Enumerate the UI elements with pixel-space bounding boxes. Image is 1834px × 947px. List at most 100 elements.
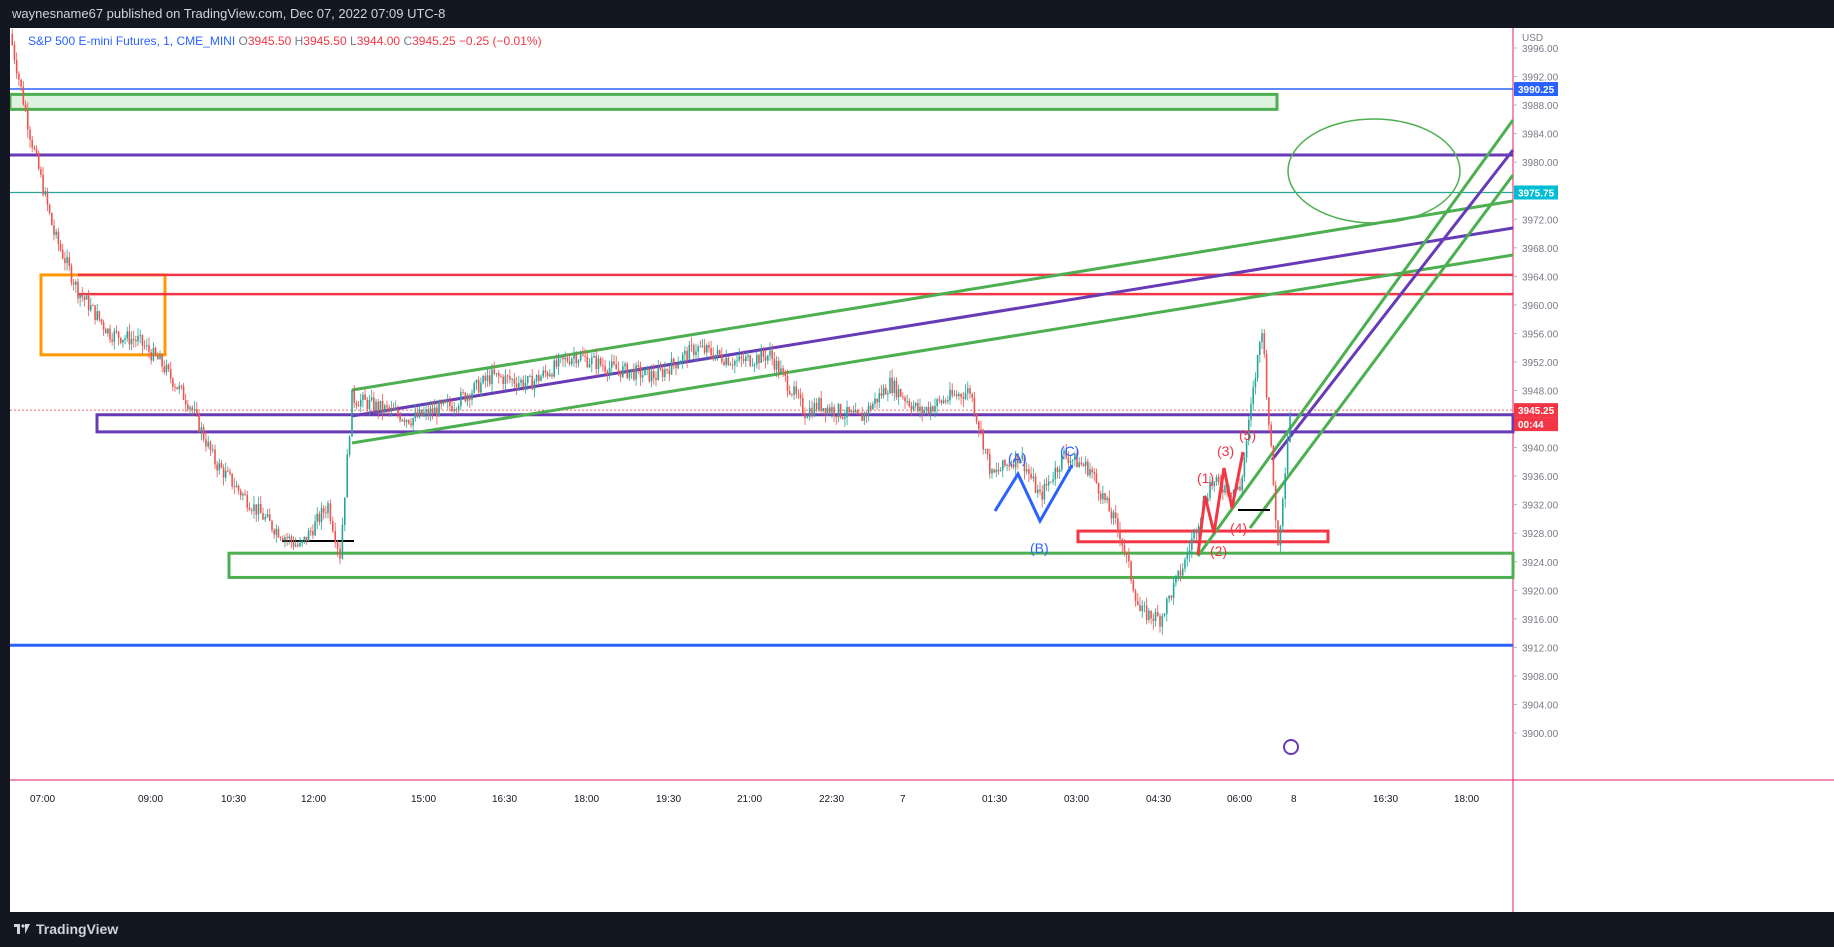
candle-body xyxy=(157,354,159,360)
zone-box[interactable] xyxy=(1076,529,1330,544)
candle-body xyxy=(524,382,527,388)
time-axis-label: 19:30 xyxy=(656,794,681,805)
candle-body xyxy=(152,347,155,361)
time-axis-label: 01:30 xyxy=(982,794,1007,805)
candle-body xyxy=(599,358,602,365)
candle-body xyxy=(1163,613,1166,616)
candle-body xyxy=(716,350,719,355)
candle-body xyxy=(227,470,229,472)
target-ellipse[interactable] xyxy=(1287,118,1461,224)
candle-body xyxy=(1222,489,1224,493)
candle-body xyxy=(362,394,364,400)
candle-body xyxy=(734,360,736,366)
price-axis-label: 3992.00 xyxy=(1522,73,1559,84)
candle-body xyxy=(482,375,484,383)
candle-body xyxy=(844,417,846,419)
candle-body xyxy=(1166,598,1168,614)
wave-abc-polyline[interactable] xyxy=(993,464,1074,525)
candle-body xyxy=(1074,453,1076,460)
replay-icon[interactable] xyxy=(1283,739,1299,755)
candle-body xyxy=(1017,453,1019,464)
candle-body xyxy=(727,357,730,366)
trend-channel-line[interactable] xyxy=(351,253,1514,445)
candle-body xyxy=(1010,464,1013,467)
candle-body xyxy=(535,375,538,381)
candle-body xyxy=(1130,561,1132,581)
candle-body xyxy=(1289,415,1291,443)
tradingview-brand[interactable]: TradingView xyxy=(14,921,118,937)
candle-body xyxy=(1256,354,1259,379)
candle-body xyxy=(775,360,778,370)
candle-body xyxy=(266,514,269,517)
brand-name: TradingView xyxy=(36,921,119,937)
candle-body xyxy=(884,387,887,395)
candle-body xyxy=(762,349,765,357)
candle-body xyxy=(1252,387,1254,405)
candle-body xyxy=(927,407,930,414)
candle-body xyxy=(923,410,926,414)
candle-body xyxy=(418,409,421,417)
candle-body xyxy=(253,504,255,512)
candle-body xyxy=(833,407,835,417)
candle-body xyxy=(1230,492,1233,494)
candle-body xyxy=(1071,459,1074,461)
candle-body xyxy=(1095,473,1098,484)
candle-body xyxy=(433,407,436,414)
wave-impulse-polyline[interactable] xyxy=(1196,451,1245,556)
candle-body xyxy=(712,355,715,360)
candle-body xyxy=(468,395,471,400)
candle-body xyxy=(997,469,1000,472)
candle-body xyxy=(1259,342,1261,355)
legend-symbol[interactable]: S&P 500 E-mini Futures, 1, CME_MINI xyxy=(28,34,236,48)
candle-body xyxy=(320,508,323,523)
zone-box[interactable] xyxy=(10,92,1279,111)
candle-body xyxy=(955,394,958,397)
candle-body xyxy=(207,441,209,447)
branding-bar: TradingView xyxy=(0,912,1834,947)
candle-body xyxy=(368,399,371,409)
candle-body xyxy=(35,149,38,154)
candle-body xyxy=(854,410,857,413)
candle-body xyxy=(214,449,216,465)
candle-body xyxy=(139,335,141,337)
candle-body xyxy=(791,394,793,396)
trend-channel-line[interactable] xyxy=(1196,119,1515,557)
candle-body xyxy=(1006,464,1008,466)
candle-body xyxy=(377,401,380,412)
candle-body xyxy=(533,380,536,390)
trend-channel-line[interactable] xyxy=(351,226,1514,418)
candle-body xyxy=(1134,590,1137,602)
candle-body xyxy=(242,493,244,496)
zone-box[interactable] xyxy=(39,273,167,357)
candle-body xyxy=(938,399,941,401)
candle-body xyxy=(518,382,520,388)
candle-body xyxy=(1156,612,1159,617)
price-axis-label: 3936.00 xyxy=(1522,472,1559,483)
candle-body xyxy=(392,407,395,410)
trend-channel-line[interactable] xyxy=(351,199,1514,392)
candle-body xyxy=(184,399,187,405)
candle-body xyxy=(11,33,14,45)
trend-channel-line[interactable] xyxy=(1270,149,1515,461)
candle-body xyxy=(1061,454,1063,470)
zone-box[interactable] xyxy=(227,551,1515,579)
chart-area[interactable]: USD 3996.00 3992.00 3988.00 3984.00 3980.00 39… xyxy=(10,28,1834,912)
candle-body xyxy=(504,375,507,384)
candle-body xyxy=(161,354,163,367)
wave-label-red: (4) xyxy=(1230,520,1247,536)
price-axis-label: 3988.00 xyxy=(1522,101,1559,112)
candle-body xyxy=(773,358,776,370)
candle-body xyxy=(880,393,883,396)
legend-high-label: H xyxy=(294,34,304,48)
candle-body xyxy=(668,370,671,375)
candle-body xyxy=(1193,530,1195,539)
candle-body xyxy=(334,531,336,543)
candle-body xyxy=(1114,512,1117,519)
candle-body xyxy=(813,402,816,416)
candle-body xyxy=(1154,612,1157,622)
trend-channel-line[interactable] xyxy=(1248,174,1515,529)
candle-body xyxy=(218,463,221,471)
candle-body xyxy=(1050,481,1052,483)
candle-body xyxy=(200,427,203,433)
